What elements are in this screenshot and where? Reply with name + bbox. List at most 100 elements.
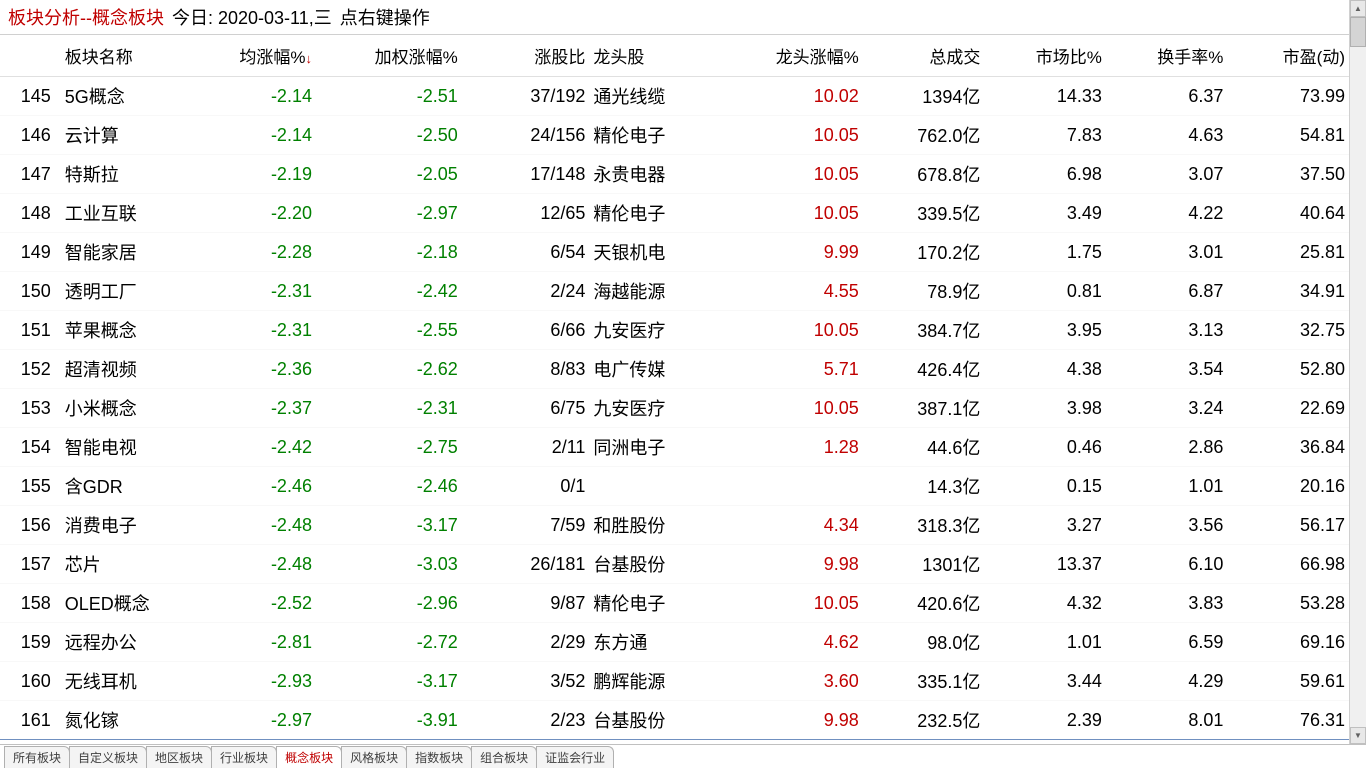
col-rise-ratio[interactable]: 涨股比 (462, 35, 590, 77)
cell-volume: 98.0亿 (863, 623, 985, 662)
cell-weighted-pct: -2.42 (316, 272, 462, 311)
table-row[interactable]: 158OLED概念-2.52-2.969/87精伦电子10.05420.6亿4.… (0, 584, 1349, 623)
cell-pe: 34.91 (1227, 272, 1349, 311)
cell-leader-pct: 9.99 (717, 233, 863, 272)
col-index[interactable] (0, 35, 61, 77)
cell-leader-pct: 10.05 (717, 584, 863, 623)
cell-rise-ratio: 2/23 (462, 701, 590, 740)
cell-leader: 九安医疗 (589, 311, 717, 350)
scroll-thumb[interactable] (1350, 17, 1366, 47)
cell-rise-ratio: 8/83 (462, 350, 590, 389)
cell-avg-pct: -2.31 (194, 311, 316, 350)
table-row[interactable]: 157芯片-2.48-3.0326/181台基股份9.981301亿13.376… (0, 545, 1349, 584)
cell-avg-pct: -2.97 (194, 701, 316, 740)
table-row[interactable]: 153小米概念-2.37-2.316/75九安医疗10.05387.1亿3.98… (0, 389, 1349, 428)
table-row[interactable]: 150透明工厂-2.31-2.422/24海越能源4.5578.9亿0.816.… (0, 272, 1349, 311)
cell-weighted-pct: -2.05 (316, 155, 462, 194)
table-row[interactable]: 149智能家居-2.28-2.186/54天银机电9.99170.2亿1.753… (0, 233, 1349, 272)
cell-turnover: 4.22 (1106, 194, 1228, 233)
col-avg-pct[interactable]: 均涨幅%↓ (194, 35, 316, 77)
cell-leader-pct: 10.05 (717, 389, 863, 428)
cell-leader: 永贵电器 (589, 155, 717, 194)
cell-leader-pct: 10.05 (717, 194, 863, 233)
col-market-pct[interactable]: 市场比% (984, 35, 1106, 77)
date-label: 今日: 2020-03-11,三 (172, 4, 332, 30)
scroll-down-button[interactable]: ▼ (1350, 727, 1366, 744)
cell-leader-pct: 9.98 (717, 545, 863, 584)
cell-pe: 32.75 (1227, 311, 1349, 350)
cell-avg-pct: -2.81 (194, 623, 316, 662)
cell-name: 工业互联 (61, 194, 195, 233)
cell-weighted-pct: -3.91 (316, 701, 462, 740)
cell-avg-pct: -2.37 (194, 389, 316, 428)
page-title: 板块分析--概念板块 (8, 4, 164, 30)
cell-pe: 56.17 (1227, 506, 1349, 545)
cell-turnover: 8.01 (1106, 701, 1228, 740)
cell-avg-pct: -2.36 (194, 350, 316, 389)
table-row[interactable]: 159远程办公-2.81-2.722/29东方通4.6298.0亿1.016.5… (0, 623, 1349, 662)
cell-pe: 25.81 (1227, 233, 1349, 272)
col-leader-pct[interactable]: 龙头涨幅% (717, 35, 863, 77)
col-turnover[interactable]: 换手率% (1106, 35, 1228, 77)
table-row[interactable]: 146云计算-2.14-2.5024/156精伦电子10.05762.0亿7.8… (0, 116, 1349, 155)
cell-leader: 同洲电子 (589, 428, 717, 467)
cell-rise-ratio: 3/52 (462, 662, 590, 701)
table-row[interactable]: 161氮化镓-2.97-3.912/23台基股份9.98232.5亿2.398.… (0, 701, 1349, 740)
col-name[interactable]: 板块名称 (61, 35, 195, 77)
col-weighted-pct[interactable]: 加权涨幅% (316, 35, 462, 77)
col-volume[interactable]: 总成交 (863, 35, 985, 77)
cell-pe: 52.80 (1227, 350, 1349, 389)
cell-leader: 精伦电子 (589, 116, 717, 155)
cell-rise-ratio: 2/29 (462, 623, 590, 662)
cell-weighted-pct: -2.31 (316, 389, 462, 428)
table-row[interactable]: 160无线耳机-2.93-3.173/52鹏辉能源3.60335.1亿3.444… (0, 662, 1349, 701)
cell-leader: 通光线缆 (589, 77, 717, 116)
cell-market-pct: 4.32 (984, 584, 1106, 623)
vertical-scrollbar[interactable]: ▲ ▼ (1349, 0, 1366, 744)
cell-volume: 1301亿 (863, 545, 985, 584)
cell-weighted-pct: -2.51 (316, 77, 462, 116)
tab-item[interactable]: 组合板块 (471, 746, 537, 768)
cell-market-pct: 3.44 (984, 662, 1106, 701)
tab-item[interactable]: 证监会行业 (536, 746, 614, 768)
table-row[interactable]: 152超清视频-2.36-2.628/83电广传媒5.71426.4亿4.383… (0, 350, 1349, 389)
cell-volume: 14.3亿 (863, 467, 985, 506)
table-row[interactable]: 148工业互联-2.20-2.9712/65精伦电子10.05339.5亿3.4… (0, 194, 1349, 233)
table-row[interactable]: 147特斯拉-2.19-2.0517/148永贵电器10.05678.8亿6.9… (0, 155, 1349, 194)
tab-item[interactable]: 地区板块 (146, 746, 212, 768)
cell-avg-pct: -2.28 (194, 233, 316, 272)
tab-item[interactable]: 行业板块 (211, 746, 277, 768)
cell-leader: 精伦电子 (589, 194, 717, 233)
cell-market-pct: 3.27 (984, 506, 1106, 545)
cell-rise-ratio: 7/59 (462, 506, 590, 545)
cell-avg-pct: -2.19 (194, 155, 316, 194)
table-header-row: 板块名称 均涨幅%↓ 加权涨幅% 涨股比 龙头股 龙头涨幅% 总成交 市场比% … (0, 35, 1349, 77)
tab-item[interactable]: 概念板块 (276, 746, 342, 768)
cell-index: 161 (0, 701, 61, 740)
cell-pe: 20.16 (1227, 467, 1349, 506)
cell-rise-ratio: 26/181 (462, 545, 590, 584)
table-row[interactable]: 154智能电视-2.42-2.752/11同洲电子1.2844.6亿0.462.… (0, 428, 1349, 467)
tab-item[interactable]: 所有板块 (4, 746, 70, 768)
tab-item[interactable]: 风格板块 (341, 746, 407, 768)
cell-weighted-pct: -2.72 (316, 623, 462, 662)
cell-turnover: 3.24 (1106, 389, 1228, 428)
cell-volume: 170.2亿 (863, 233, 985, 272)
tab-item[interactable]: 自定义板块 (69, 746, 147, 768)
cell-index: 158 (0, 584, 61, 623)
table-row[interactable]: 156消费电子-2.48-3.177/59和胜股份4.34318.3亿3.273… (0, 506, 1349, 545)
scroll-up-button[interactable]: ▲ (1350, 0, 1366, 17)
cell-rise-ratio: 6/66 (462, 311, 590, 350)
table-row[interactable]: 151苹果概念-2.31-2.556/66九安医疗10.05384.7亿3.95… (0, 311, 1349, 350)
cell-leader: 电广传媒 (589, 350, 717, 389)
cell-name: 苹果概念 (61, 311, 195, 350)
table-row[interactable]: 155含GDR-2.46-2.460/114.3亿0.151.0120.16 (0, 467, 1349, 506)
cell-leader-pct: 10.05 (717, 311, 863, 350)
cell-volume: 762.0亿 (863, 116, 985, 155)
table-row[interactable]: 1455G概念-2.14-2.5137/192通光线缆10.021394亿14.… (0, 77, 1349, 116)
cell-leader-pct: 4.55 (717, 272, 863, 311)
col-leader[interactable]: 龙头股 (589, 35, 717, 77)
col-pe[interactable]: 市盈(动) (1227, 35, 1349, 77)
cell-weighted-pct: -2.18 (316, 233, 462, 272)
tab-item[interactable]: 指数板块 (406, 746, 472, 768)
